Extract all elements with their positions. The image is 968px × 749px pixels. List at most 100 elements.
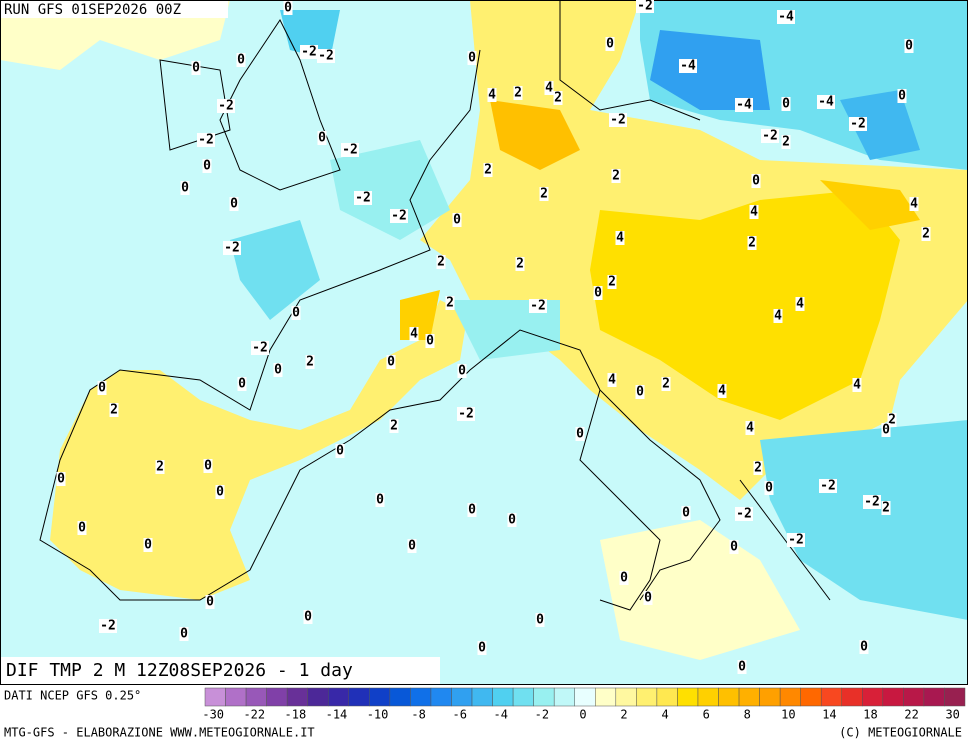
contour-label-bg (229, 197, 239, 211)
contour-label-bg (291, 306, 301, 320)
contour-label: -2 (762, 129, 778, 144)
contour-label-bg (747, 236, 757, 250)
legend-swatch (389, 687, 411, 707)
contour-label-bg (635, 385, 645, 399)
contour-label: -4 (680, 59, 696, 74)
contour-label-bg (487, 88, 497, 102)
contour-label-bg (180, 181, 190, 195)
contour-label-bg (619, 571, 629, 585)
contour-label-bg (615, 231, 625, 245)
contour-label-bg (887, 413, 897, 427)
contour-label: 4 (616, 231, 624, 246)
legend-swatch (327, 687, 350, 707)
contour-label-bg (749, 205, 759, 219)
contour-label: 0 (238, 377, 246, 392)
contour-label: 0 (408, 539, 416, 554)
legend-swatch (636, 687, 658, 707)
legend-swatch (738, 687, 760, 707)
contour-label: 0 (336, 444, 344, 459)
legend-swatch (204, 687, 226, 707)
contour-label: -2 (218, 99, 234, 114)
contour-label: 4 (853, 378, 861, 393)
contour-label: -2 (355, 191, 371, 206)
contour-label-bg (457, 364, 467, 378)
contour-label: 0 (426, 334, 434, 349)
contour-label: 4 (488, 88, 496, 103)
contour-label: 0 (468, 51, 476, 66)
contour-label-bg (251, 341, 269, 355)
legend-swatch (451, 687, 473, 707)
contour-label-bg (335, 444, 345, 458)
legend-swatch (225, 687, 247, 707)
legend-swatch (656, 687, 678, 707)
contour-label: 2 (306, 355, 314, 370)
contour-label: 2 (446, 296, 454, 311)
legend-label: -2 (535, 708, 549, 722)
legend-swatch (430, 687, 452, 707)
legend-swatch (718, 687, 740, 707)
legend-swatch (615, 687, 637, 707)
legend-source: DATI NCEP GFS 0.25° (4, 689, 141, 703)
contour-label-bg (729, 540, 739, 554)
contour-label: 4 (774, 309, 782, 324)
contour-label-bg (467, 503, 477, 517)
contour-label-bg (735, 98, 753, 112)
contour-label: 4 (746, 421, 754, 436)
contour-label: 0 (644, 591, 652, 606)
contour-label-bg (507, 513, 517, 527)
legend-swatch (759, 687, 781, 707)
contour-label: 0 (905, 39, 913, 54)
contour-label-bg (375, 493, 385, 507)
field-box (0, 657, 440, 685)
contour-label-bg (179, 627, 189, 641)
legend-swatch (410, 687, 432, 707)
legend-label: -30 (202, 708, 224, 722)
contour-label-bg (795, 297, 805, 311)
contour-label-bg (852, 378, 862, 392)
contour-label: 0 (576, 427, 584, 442)
contour-label: 4 (545, 81, 553, 96)
contour-label: 0 (206, 595, 214, 610)
contour-label-bg (751, 174, 761, 188)
contour-label-bg (203, 459, 213, 473)
legend-swatch (245, 687, 267, 707)
contour-label-bg (390, 209, 408, 223)
contour-label-bg (236, 53, 246, 67)
contour-label: 0 (376, 493, 384, 508)
contour-label-bg (817, 95, 835, 109)
contour-label-bg (593, 286, 603, 300)
contour-label-bg (467, 51, 477, 65)
legend-label: 8 (744, 708, 751, 722)
contour-label: -2 (820, 479, 836, 494)
contour-label-bg (283, 1, 293, 15)
legend-swatch (841, 687, 863, 707)
contour-label: 2 (922, 227, 930, 242)
contour-label-bg (819, 479, 837, 493)
legend-label: 2 (620, 708, 627, 722)
contour-label: -4 (818, 95, 834, 110)
contour-label: 0 (144, 538, 152, 553)
contour-label-bg (764, 481, 774, 495)
legend-swatch (307, 687, 329, 707)
contour-label: 0 (738, 660, 746, 675)
contour-label-bg (881, 501, 891, 515)
contour-label-bg (921, 227, 931, 241)
contour-label-bg (773, 309, 783, 323)
contour-label: -2 (100, 619, 116, 634)
contour-label: 0 (181, 181, 189, 196)
contour-label-bg (679, 59, 697, 73)
legend-label: 6 (703, 708, 710, 722)
contour-label: 2 (516, 257, 524, 272)
contour-label: 2 (156, 460, 164, 475)
contour-label: 2 (514, 86, 522, 101)
contour-label: 0 (216, 485, 224, 500)
contour-label-bg (881, 423, 891, 437)
contour-label-bg (643, 591, 653, 605)
contour-label: 0 (387, 355, 395, 370)
contour-label: -2 (788, 533, 804, 548)
contour-label-bg (609, 113, 627, 127)
contour-label: 0 (292, 306, 300, 321)
contour-label-bg (745, 421, 755, 435)
contour-label: -2 (864, 495, 880, 510)
legend-label: -4 (494, 708, 508, 722)
